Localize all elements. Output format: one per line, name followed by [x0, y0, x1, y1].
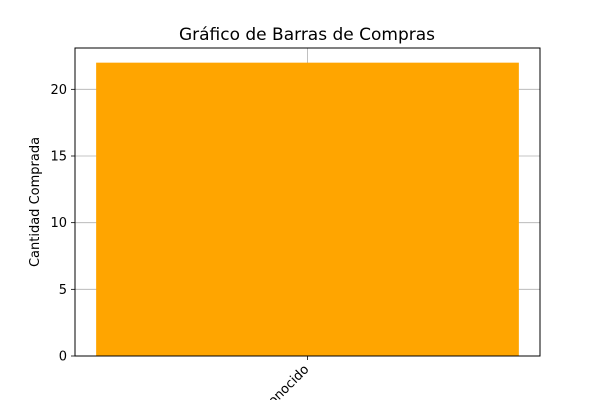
bar: [96, 62, 519, 357]
y-tick-label: 10: [50, 216, 67, 231]
x-axis-ticks: Desconocido: [243, 356, 312, 405]
bars: [96, 62, 519, 357]
y-axis-label: Cantidad Comprada: [28, 137, 43, 267]
y-tick-label: 15: [50, 150, 67, 165]
y-tick-label: 0: [59, 350, 67, 365]
chart-title: Gráfico de Barras de Compras: [179, 25, 435, 45]
y-tick-label: 5: [59, 283, 67, 298]
x-tick-label: Desconocido: [243, 362, 312, 400]
y-axis-ticks: 0 5 10 15 20: [50, 83, 75, 365]
y-tick-label: 20: [50, 83, 67, 98]
